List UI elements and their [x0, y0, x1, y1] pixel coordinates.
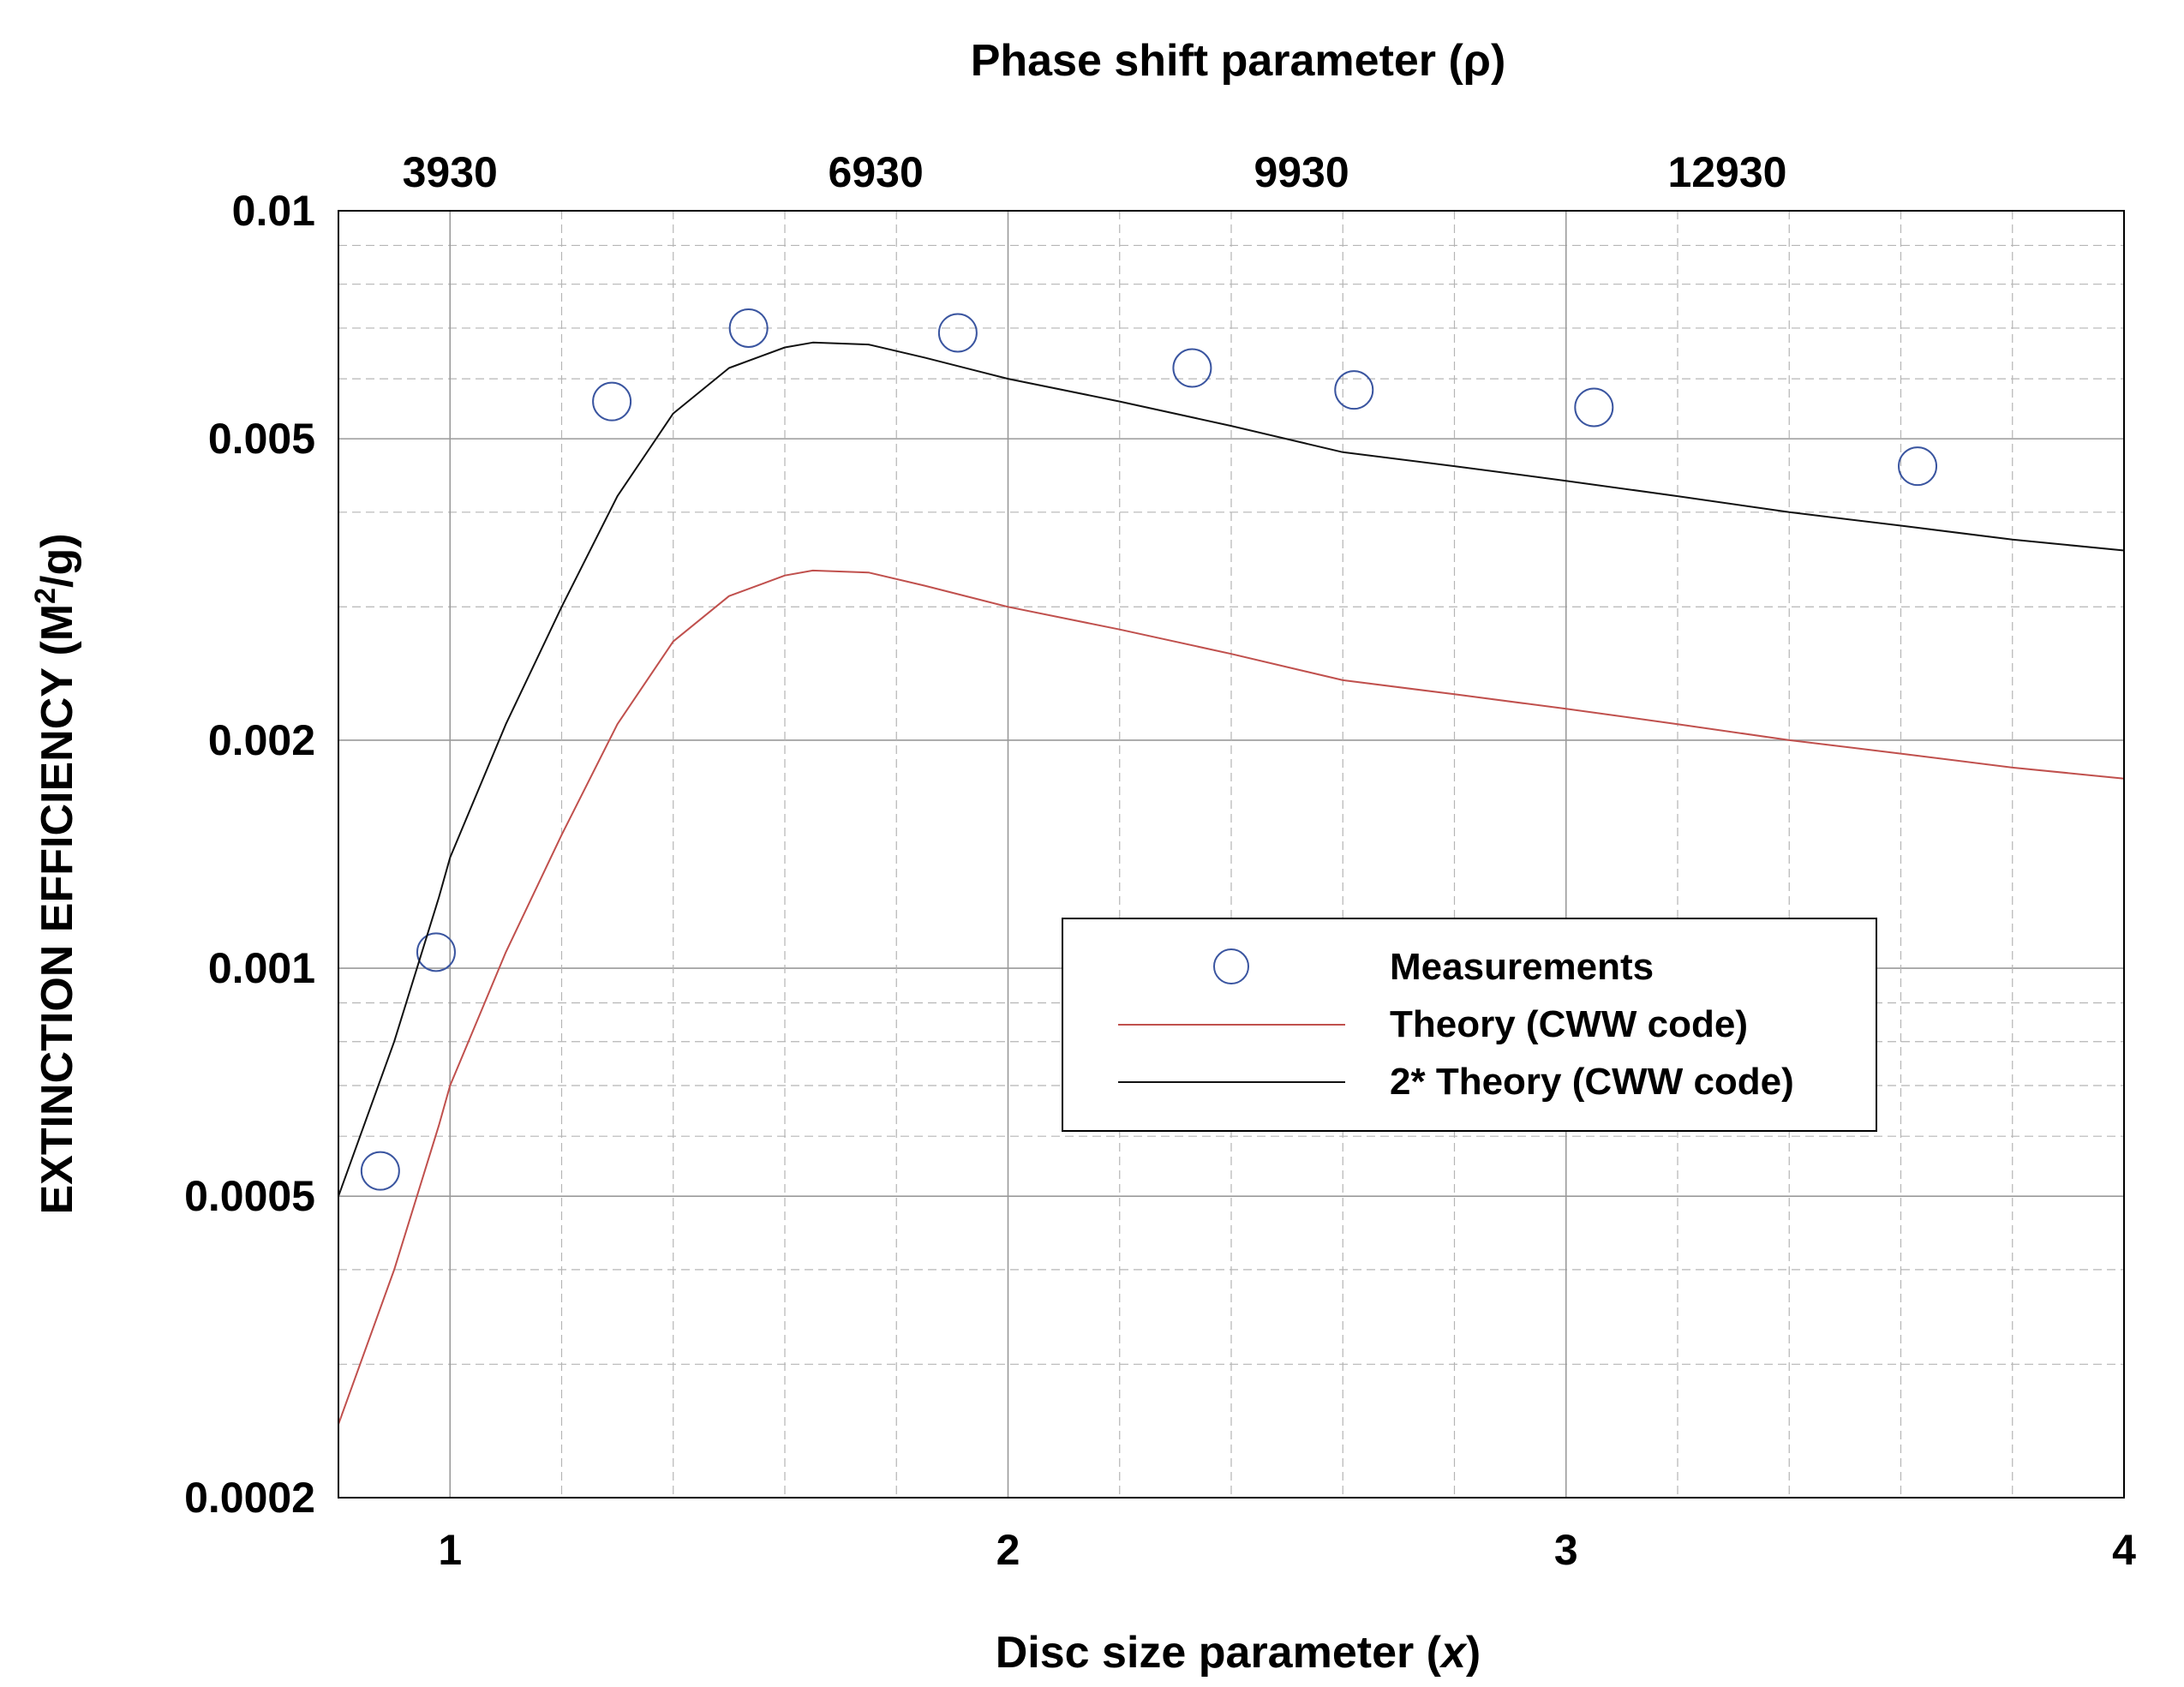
measurement-point: [1898, 446, 1938, 487]
top-tick-label: 9930: [1254, 148, 1349, 196]
top-tick-label: 6930: [829, 148, 924, 196]
measurement-point: [728, 308, 769, 348]
x-tick-label: 1: [438, 1526, 462, 1574]
y-axis-title-tail: /g): [33, 533, 82, 588]
top-tick-label: 3930: [403, 148, 498, 196]
measurement-point: [416, 932, 456, 972]
legend: Measurements Theory (CWW code) 2* Theory…: [1062, 918, 1877, 1132]
legend-measurements-label: Measurements: [1390, 946, 1654, 988]
x-axis-title-tail: ): [1466, 1628, 1481, 1678]
theory-series-line: [338, 569, 2125, 1425]
measurement-point: [1172, 348, 1212, 388]
y-axis-title: EXTINCTION EFFICIENCY (M2/g): [29, 533, 82, 1214]
y-tick-label: 0.002: [208, 716, 315, 764]
top-tick-label: 12930: [1667, 148, 1786, 196]
x-tick-label: 4: [2112, 1526, 2136, 1574]
y-axis-title-main: EXTINCTION EFFICIENCY (M: [33, 604, 82, 1215]
plot-frame: [338, 210, 2125, 1499]
measurement-point: [1574, 387, 1614, 428]
y-tick-label: 0.005: [208, 415, 315, 463]
series-layer: [338, 308, 2125, 1425]
x-tick-label: 3: [1554, 1526, 1578, 1574]
measurement-point: [937, 313, 978, 353]
y-tick-label: 0.01: [232, 187, 315, 235]
y-axis-title-superscript: 2: [29, 588, 62, 604]
x-axis-title-main: Disc size parameter (: [996, 1628, 1442, 1678]
y-tick-label: 0.001: [208, 944, 315, 992]
x-tick-label: 2: [996, 1526, 1020, 1574]
legend-theory-label: Theory (CWW code): [1390, 1003, 1748, 1045]
measurement-point: [592, 381, 632, 422]
measurement-point: [360, 1151, 400, 1191]
legend-2x-theory-label: 2* Theory (CWW code): [1390, 1061, 1794, 1103]
double-theory-series-line: [338, 341, 2125, 1197]
y-tick-label: 0.0002: [184, 1474, 315, 1522]
x-axis-title-variable: x: [1439, 1628, 1468, 1678]
top-axis-title: Phase shift parameter (ρ): [971, 36, 1506, 86]
tick-labels: 1 2 3 4 3930 6930 9930 12930 0.01 0.005 0.002 0.001…: [184, 148, 2136, 1574]
x-axis-title: Disc size parameter (x): [996, 1628, 1481, 1678]
legend-measurements-marker-icon: [1213, 948, 1249, 984]
y-tick-label: 0.0005: [184, 1172, 315, 1220]
measurement-point: [1334, 370, 1374, 410]
